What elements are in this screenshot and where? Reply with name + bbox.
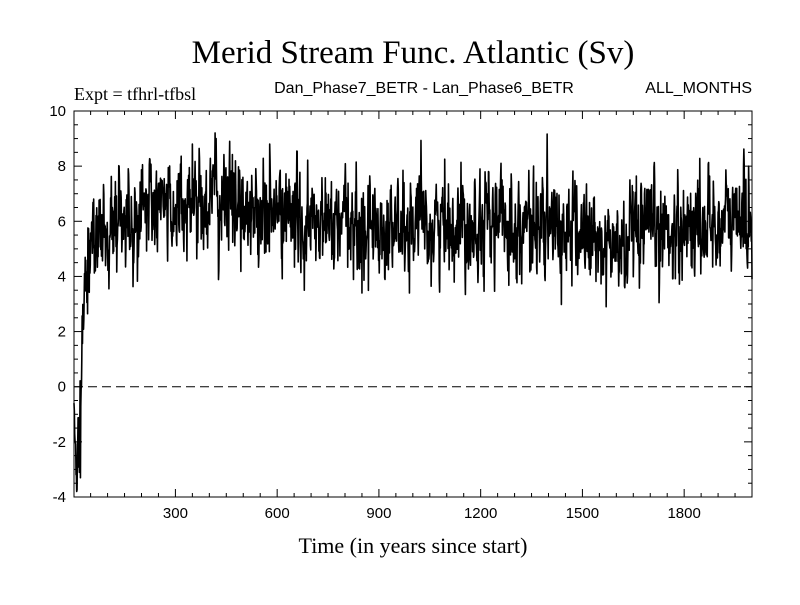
experiment-label: Expt = tfhrl-tfbsl bbox=[74, 84, 196, 104]
axis-ticks bbox=[74, 110, 752, 498]
axis-tick-labels: 300 600 900 1200 1500 1800 -4 -2 0 2 4 6 8 10 bbox=[49, 103, 701, 522]
y-tick-label: 6 bbox=[58, 213, 66, 230]
y-tick-label: 2 bbox=[58, 324, 66, 341]
x-tick-label: 1200 bbox=[464, 505, 497, 522]
y-tick-label: -4 bbox=[53, 489, 66, 506]
y-tick-label: 8 bbox=[58, 158, 66, 175]
x-tick-label: 300 bbox=[163, 505, 188, 522]
x-axis-label: Time (in years since start) bbox=[299, 533, 528, 558]
series-line-atlantic-moc bbox=[73, 132, 753, 493]
run-difference-label: Dan_Phase7_BETR - Lan_Phase6_BETR bbox=[274, 80, 574, 97]
y-tick-label: 10 bbox=[49, 103, 66, 120]
y-tick-label: 4 bbox=[58, 268, 66, 285]
x-tick-label: 900 bbox=[366, 505, 391, 522]
x-tick-label: 1500 bbox=[566, 505, 599, 522]
plot-frame bbox=[73, 110, 753, 498]
y-tick-label: 0 bbox=[58, 379, 66, 396]
y-tick-label: -2 bbox=[53, 434, 66, 451]
chart-title: Merid Stream Func. Atlantic (Sv) bbox=[192, 35, 635, 71]
months-label: ALL_MONTHS bbox=[645, 80, 752, 97]
x-tick-label: 600 bbox=[265, 505, 290, 522]
x-tick-label: 1800 bbox=[667, 505, 700, 522]
